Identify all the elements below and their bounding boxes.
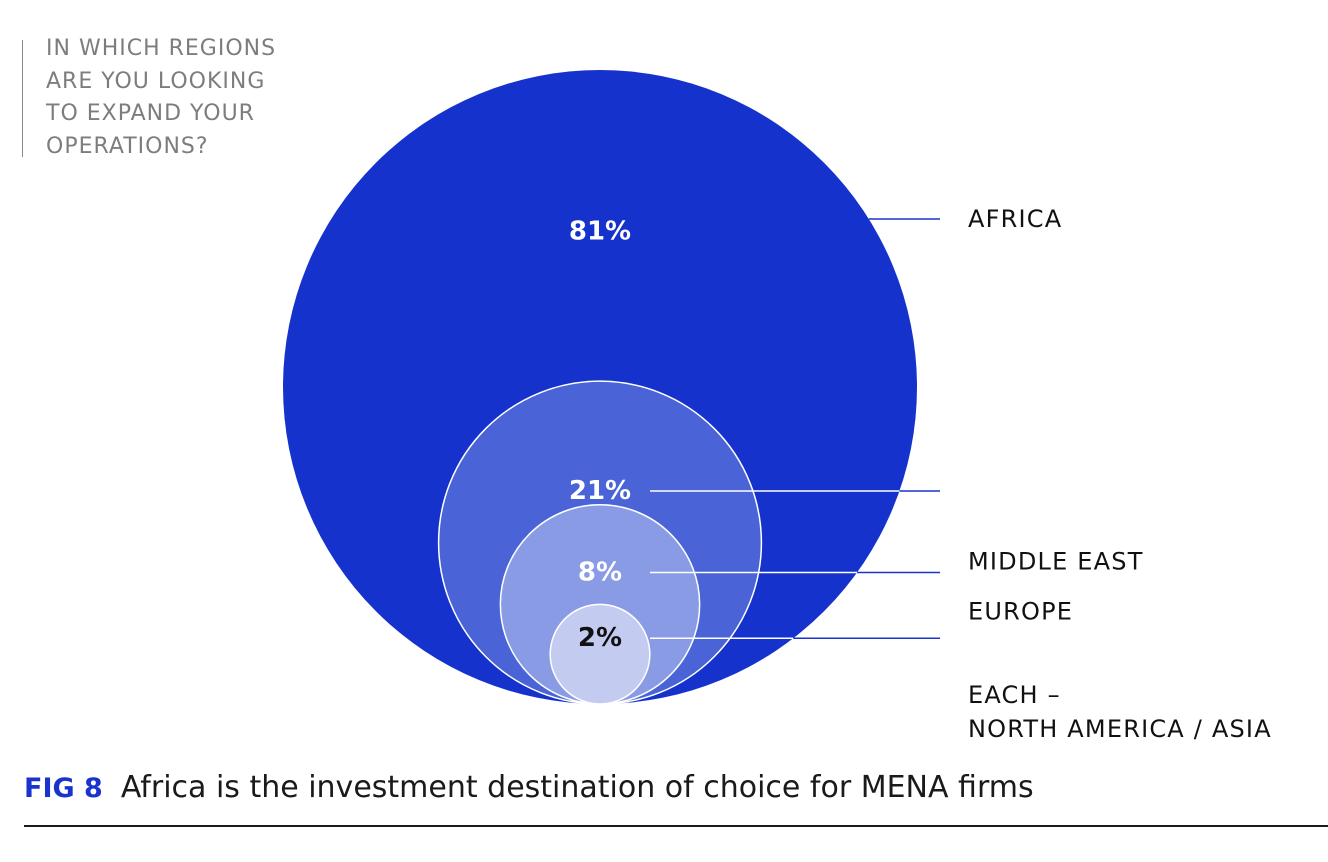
value-label-each-north-america-asia: 2% (578, 623, 622, 653)
caption-underline (24, 825, 1328, 827)
category-label-europe: EUROPE (968, 597, 1073, 625)
value-label-africa: 81% (569, 217, 631, 247)
figure-caption-text: Africa is the investment destination of … (120, 770, 1034, 805)
category-label-each-north-america-asia: EACH – NORTH AMERICA / ASIA (968, 681, 1272, 743)
question-accent-rule (22, 40, 23, 157)
bubble-each-north-america-asia (549, 603, 651, 705)
value-label-middle-east: 21% (569, 476, 631, 506)
value-label-europe: 8% (578, 557, 622, 587)
survey-question: IN WHICH REGIONS ARE YOU LOOKING TO EXPA… (46, 36, 277, 159)
figure-number: FIG 8 (24, 773, 103, 804)
category-label-africa: AFRICA (968, 205, 1062, 233)
figure-caption: FIG 8 Africa is the investment destinatio… (24, 770, 1034, 805)
nested-bubble-chart: 81% AFRICA 21% MIDDLE EAST 8% EUROPE 2% EACH – N… (283, 70, 1272, 743)
category-label-middle-east: MIDDLE EAST (968, 548, 1144, 576)
